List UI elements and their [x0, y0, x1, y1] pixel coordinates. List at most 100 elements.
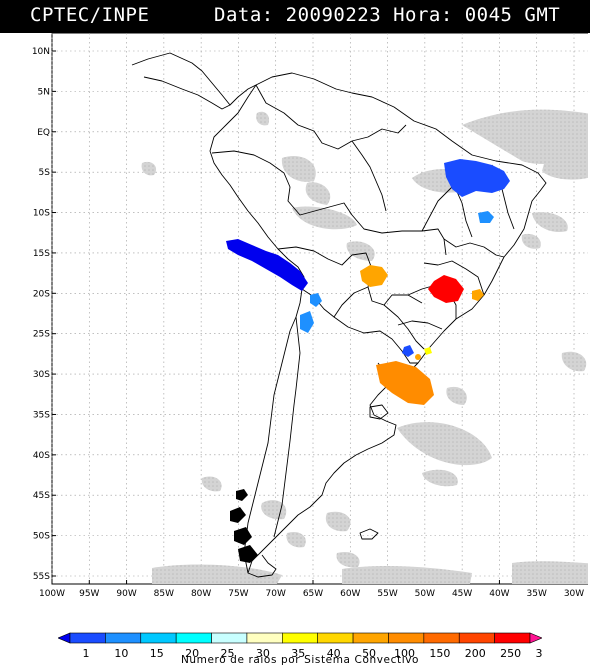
border-amazonas	[351, 140, 387, 212]
system-espirito-santo	[472, 289, 484, 301]
southern-islands	[230, 489, 258, 563]
border-brazil-states-north	[443, 238, 505, 258]
system-santa-catarina	[402, 345, 414, 357]
system-small-orange	[415, 354, 421, 360]
legend-swatch	[423, 632, 460, 644]
lon-tick-label: 30W	[564, 589, 584, 599]
legend-swatch	[388, 632, 425, 644]
lat-tick-label: 45S	[33, 491, 50, 501]
legend-value-label: 10	[114, 647, 128, 660]
lon-tick-label: 35W	[527, 589, 547, 599]
color-legend: 1 10 15 20 25 30 35 40 50 100 150 200 250 350	[58, 632, 543, 660]
central-america-pacific	[143, 76, 231, 110]
border-chile-argentina	[273, 316, 301, 538]
agency-label: CPTEC/INPE	[30, 4, 150, 26]
lon-tick-label: 40W	[489, 589, 509, 599]
legend-value-label: 30	[256, 647, 270, 660]
legend-swatch	[175, 632, 212, 644]
lat-tick-label: EQ	[37, 128, 50, 138]
border-paraguay	[333, 316, 418, 364]
system-mato-grosso	[360, 265, 388, 287]
lon-tick-label: 45W	[452, 589, 472, 599]
legend-value-label: 20	[185, 647, 199, 660]
system-peru-bolivia	[226, 239, 308, 291]
lagoa-outline	[369, 404, 389, 420]
legend-value-label: 200	[465, 647, 486, 660]
system-bahia	[478, 211, 494, 223]
border-brazil-states-para	[453, 184, 473, 238]
legend-value-label: 25	[221, 647, 235, 660]
lat-tick-label: 5N	[38, 87, 50, 97]
border-brazil-states-south	[397, 320, 443, 330]
central-america-coast	[131, 52, 257, 106]
east-coast	[247, 72, 547, 578]
convective-systems	[226, 159, 510, 405]
lon-tick-label: 70W	[266, 589, 286, 599]
legend-bar	[58, 632, 542, 644]
legend-value-label: 50	[362, 647, 376, 660]
legend-swatch	[494, 632, 531, 644]
lon-tick-label: 75W	[228, 589, 248, 599]
system-chile-north	[300, 311, 314, 333]
legend-swatch	[282, 632, 318, 644]
map-header: CPTEC/INPE Data: 20090223 Hora: 0045 GMT	[0, 0, 590, 33]
legend-value-label: 350	[536, 647, 543, 660]
graticule	[51, 33, 588, 584]
lat-tick-label: 50S	[33, 532, 50, 542]
legend-swatch	[58, 632, 71, 644]
coastlines-borders	[131, 52, 547, 578]
legend-value-label: 250	[500, 647, 521, 660]
legend-value-label: 100	[394, 647, 415, 660]
system-minas-gerais	[428, 275, 464, 303]
lightning-map: 10N 5N EQ 5S 10S 15S 20S 25S 30S 35S 40S 45S 50S 55S …	[26, 33, 588, 599]
legend-value-label: 150	[429, 647, 450, 660]
datetime-label: Data: 20090223 Hora: 0045 GMT	[214, 4, 561, 26]
lon-tick-label: 50W	[415, 589, 435, 599]
lon-tick-label: 55W	[377, 589, 397, 599]
legend-value-label: 35	[291, 647, 305, 660]
lat-tick-label: 40S	[33, 451, 50, 461]
legend-swatch	[352, 632, 389, 644]
west-coast	[209, 84, 305, 574]
longitude-labels: 100W 95W 90W 85W 80W 75W 70W 65W 60W 55W 50W 45W 40W…	[39, 589, 584, 599]
lat-tick-label: 10N	[32, 47, 50, 57]
legend-title: Numero de raios por Sistema Convectivo	[180, 654, 420, 666]
legend-swatch	[317, 632, 354, 644]
legend-value-label: 15	[150, 647, 164, 660]
lat-tick-label: 25S	[33, 330, 50, 340]
lat-tick-label: 20S	[33, 289, 50, 299]
border-amazon	[211, 150, 447, 256]
lon-tick-label: 80W	[191, 589, 211, 599]
lon-tick-label: 90W	[116, 589, 136, 599]
lon-tick-label: 95W	[79, 589, 99, 599]
legend-swatch	[529, 632, 542, 644]
system-coast-sc	[424, 347, 432, 355]
lat-tick-label: 10S	[33, 209, 50, 219]
falkland-islands	[359, 528, 379, 540]
lon-tick-label: 60W	[340, 589, 360, 599]
legend-value-label: 40	[327, 647, 341, 660]
border-brazil-states-center	[423, 260, 485, 296]
lat-tick-label: 15S	[33, 249, 50, 259]
lon-tick-label: 65W	[303, 589, 323, 599]
border-paraguay-brazil	[383, 304, 425, 350]
map-canvas: 10N5NEQ5S10S15S20S25S30S35S40S45S50S55S …	[32, 33, 588, 599]
lat-tick-label: 35S	[33, 410, 50, 420]
lon-tick-label: 100W	[39, 589, 65, 599]
system-northeast-brazil	[444, 159, 510, 197]
lon-tick-label: 85W	[154, 589, 174, 599]
legend-swatch	[69, 632, 106, 644]
system-rio-grande-do-sul	[376, 361, 434, 405]
lat-tick-label: 55S	[33, 572, 50, 582]
latitude-labels: 10N 5N EQ 5S 10S 15S 20S 25S 30S 35S 40S 45S 50S 55S	[32, 47, 50, 582]
legend-value-label: 1	[83, 647, 90, 660]
lat-tick-label: 5S	[39, 168, 51, 178]
legend-swatch	[246, 632, 283, 644]
lat-tick-label: 30S	[33, 370, 50, 380]
legend-swatch	[458, 632, 495, 644]
border-north	[255, 84, 407, 150]
legend-swatch	[140, 632, 177, 644]
border-bolivia	[277, 246, 423, 306]
legend-swatch	[105, 632, 142, 644]
legend-swatch	[211, 632, 248, 644]
